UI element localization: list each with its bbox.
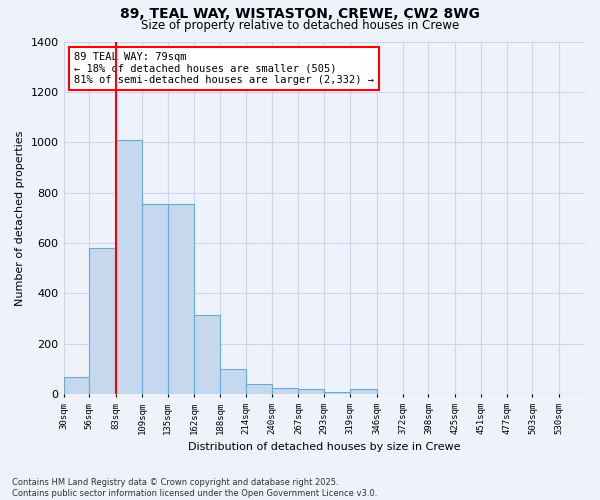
Bar xyxy=(272,388,298,394)
Bar xyxy=(64,376,89,394)
Bar xyxy=(324,392,350,394)
Y-axis label: Number of detached properties: Number of detached properties xyxy=(15,130,25,306)
Bar xyxy=(298,389,324,394)
Bar xyxy=(116,140,142,394)
Text: Contains HM Land Registry data © Crown copyright and database right 2025.
Contai: Contains HM Land Registry data © Crown c… xyxy=(12,478,377,498)
Bar xyxy=(220,369,246,394)
Bar xyxy=(246,384,272,394)
Bar xyxy=(167,204,194,394)
Text: Size of property relative to detached houses in Crewe: Size of property relative to detached ho… xyxy=(141,19,459,32)
X-axis label: Distribution of detached houses by size in Crewe: Distribution of detached houses by size … xyxy=(188,442,461,452)
Bar xyxy=(350,389,377,394)
Bar xyxy=(194,315,220,394)
Bar xyxy=(142,204,167,394)
Bar xyxy=(89,248,116,394)
Text: 89 TEAL WAY: 79sqm
← 18% of detached houses are smaller (505)
81% of semi-detach: 89 TEAL WAY: 79sqm ← 18% of detached hou… xyxy=(74,52,374,86)
Text: 89, TEAL WAY, WISTASTON, CREWE, CW2 8WG: 89, TEAL WAY, WISTASTON, CREWE, CW2 8WG xyxy=(120,8,480,22)
